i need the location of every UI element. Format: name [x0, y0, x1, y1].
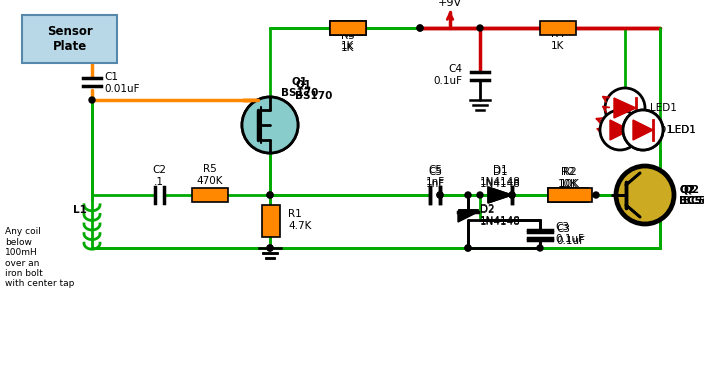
Text: D2
1N4148: D2 1N4148 — [480, 204, 521, 226]
Text: Q2
BC547: Q2 BC547 — [679, 184, 704, 206]
Circle shape — [267, 192, 273, 198]
Circle shape — [417, 25, 423, 31]
Text: C3
0.1uF: C3 0.1uF — [556, 224, 585, 246]
Circle shape — [623, 110, 663, 150]
Text: R3
1K: R3 1K — [341, 31, 355, 53]
Polygon shape — [459, 210, 477, 220]
Text: C5
1nF: C5 1nF — [425, 165, 444, 187]
Circle shape — [593, 192, 599, 198]
Circle shape — [465, 192, 471, 198]
Circle shape — [477, 192, 483, 198]
Text: Q1
BS170: Q1 BS170 — [282, 76, 319, 98]
Circle shape — [417, 25, 423, 31]
Circle shape — [437, 192, 443, 198]
Text: LED1: LED1 — [669, 125, 696, 135]
Circle shape — [605, 88, 645, 128]
Polygon shape — [633, 120, 653, 140]
Circle shape — [509, 192, 515, 198]
Text: R1
4.7K: R1 4.7K — [288, 209, 311, 231]
Text: Q2
BC547: Q2 BC547 — [679, 184, 704, 206]
Text: C2
.1: C2 .1 — [152, 165, 166, 187]
Text: Q2
BC547: Q2 BC547 — [683, 184, 704, 206]
Polygon shape — [488, 187, 512, 203]
Bar — [548, 188, 592, 202]
Circle shape — [242, 97, 298, 153]
Text: R5
470K: R5 470K — [196, 164, 223, 186]
Bar — [330, 21, 366, 35]
Text: D1
1N4148: D1 1N4148 — [479, 165, 520, 187]
Circle shape — [242, 97, 298, 153]
Text: Q1
BS170: Q1 BS170 — [295, 79, 332, 101]
Bar — [330, 21, 366, 35]
Text: Sensor
Plate: Sensor Plate — [46, 25, 92, 53]
FancyBboxPatch shape — [22, 15, 117, 63]
Bar — [262, 205, 280, 237]
Text: +9V: +9V — [438, 0, 462, 8]
Text: R4
1K: R4 1K — [551, 29, 565, 51]
Text: LED1: LED1 — [646, 125, 673, 135]
Circle shape — [267, 245, 273, 251]
Text: R2
10K: R2 10K — [560, 167, 580, 189]
Circle shape — [465, 245, 471, 251]
Text: C3
0.1uF: C3 0.1uF — [555, 222, 584, 244]
Bar — [540, 21, 576, 35]
Circle shape — [465, 245, 471, 251]
Text: D2
1N4148: D2 1N4148 — [480, 205, 521, 227]
Circle shape — [477, 25, 483, 31]
Polygon shape — [633, 120, 653, 140]
Text: C4
0.1uF: C4 0.1uF — [433, 64, 462, 86]
Circle shape — [509, 192, 515, 198]
Text: L1: L1 — [73, 205, 87, 215]
Text: C1
0.01uF: C1 0.01uF — [104, 72, 139, 94]
Bar — [192, 188, 228, 202]
Text: LED1: LED1 — [650, 103, 677, 113]
Circle shape — [623, 110, 663, 150]
Circle shape — [615, 165, 675, 225]
Circle shape — [437, 192, 443, 198]
Circle shape — [89, 97, 95, 103]
Text: D1
1N4148: D1 1N4148 — [479, 167, 520, 189]
Circle shape — [617, 167, 673, 223]
Polygon shape — [614, 98, 636, 118]
Circle shape — [600, 110, 640, 150]
Polygon shape — [458, 212, 478, 222]
Bar — [548, 188, 588, 202]
Circle shape — [267, 192, 273, 198]
Polygon shape — [610, 120, 630, 140]
Circle shape — [537, 245, 543, 251]
Circle shape — [617, 167, 673, 223]
Polygon shape — [488, 187, 512, 203]
Text: Any coil
below
100mH
over an
iron bolt
with center tap: Any coil below 100mH over an iron bolt w… — [5, 227, 75, 288]
Text: R2
10K: R2 10K — [558, 167, 578, 189]
Text: LED1: LED1 — [669, 125, 696, 135]
Circle shape — [617, 167, 673, 223]
Circle shape — [267, 245, 273, 251]
Text: R3
1K: R3 1K — [341, 29, 355, 51]
Text: C5
1nF: C5 1nF — [425, 167, 444, 189]
